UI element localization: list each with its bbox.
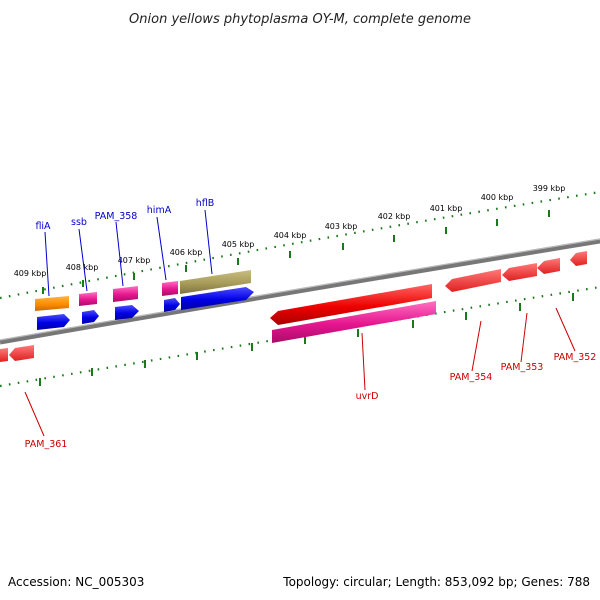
gene-blue-arrow-3[interactable] <box>115 305 139 320</box>
gene-blue-arrow-1[interactable] <box>37 314 70 330</box>
accession-text: Accession: NC_005303 <box>8 575 144 589</box>
inner-major-ticks <box>39 293 574 386</box>
tick-label-404: 404 kbp <box>274 231 307 240</box>
tick-label-408: 408 kbp <box>66 263 99 272</box>
gene-PAM_361-feature-left[interactable] <box>0 348 8 362</box>
reverse-strand-features <box>0 251 587 362</box>
leader-himA <box>156 216 167 281</box>
tick-label-403: 403 kbp <box>325 222 358 231</box>
gene-label-PAM_358[interactable]: PAM_358 <box>95 211 138 222</box>
gene-blue-arrow-2[interactable] <box>82 310 99 324</box>
leader-uvrD <box>361 332 366 391</box>
gene-PAM_358-feature[interactable] <box>113 286 138 302</box>
gene-label-himA[interactable]: himA <box>147 205 172 216</box>
leader-PAM_354 <box>471 320 482 372</box>
gene-small-red-right[interactable] <box>570 251 587 266</box>
leader-ssb <box>78 228 88 292</box>
tick-label-406: 406 kbp <box>170 248 203 257</box>
inner-tick-track <box>0 285 600 388</box>
outer-major-ticks <box>42 210 550 294</box>
gene-label-PAM_354[interactable]: PAM_354 <box>450 372 493 383</box>
gene-label-PAM_352[interactable]: PAM_352 <box>554 352 597 363</box>
tick-label-405: 405 kbp <box>222 240 255 249</box>
gene-blue-arrow-5[interactable] <box>181 287 254 310</box>
gene-label-fliA[interactable]: fliA <box>35 221 51 232</box>
gene-uvrD-red-feature[interactable] <box>270 284 432 325</box>
gene-label-ssb[interactable]: ssb <box>71 217 87 228</box>
gene-ssb-feature[interactable] <box>79 292 97 306</box>
genome-summary-text: Topology: circular; Length: 853,092 bp; … <box>282 575 590 589</box>
gene-uvrD-pink-feature[interactable] <box>272 301 436 343</box>
leader-hflB <box>204 209 213 275</box>
tick-label-400: 400 kbp <box>481 193 514 202</box>
gene-himA-feature[interactable] <box>162 281 178 296</box>
gene-blue-arrow-4[interactable] <box>164 298 180 312</box>
leader-fliA <box>44 231 50 297</box>
leader-PAM_361 <box>24 391 45 437</box>
gene-PAM_352-feature[interactable] <box>537 258 560 274</box>
gene-PAM_353-feature[interactable] <box>502 263 537 281</box>
leader-PAM_353 <box>520 312 528 363</box>
tick-label-399: 399 kbp <box>533 184 566 193</box>
label-leaders <box>24 209 576 437</box>
gene-label-hflB[interactable]: hflB <box>196 198 215 209</box>
tick-labels: 399 kbp 400 kbp 401 kbp 402 kbp 403 kbp … <box>14 184 566 278</box>
gene-PAM_361-feature[interactable] <box>9 345 34 361</box>
gene-hflB-olive-feature[interactable] <box>180 270 251 294</box>
forward-strand-features <box>35 270 254 330</box>
tick-label-407: 407 kbp <box>118 256 151 265</box>
outer-tick-track <box>0 190 600 300</box>
genome-backbone <box>0 238 600 345</box>
gene-label-uvrD[interactable]: uvrD <box>356 391 379 402</box>
gene-fliA-feature[interactable] <box>35 296 69 311</box>
tick-label-401: 401 kbp <box>430 204 463 213</box>
tick-label-409: 409 kbp <box>14 269 47 278</box>
gene-label-PAM_361[interactable]: PAM_361 <box>25 439 68 450</box>
leader-PAM_358 <box>115 221 124 287</box>
tick-label-402: 402 kbp <box>378 212 411 221</box>
gene-PAM_354-feature[interactable] <box>445 269 501 292</box>
gene-label-PAM_353[interactable]: PAM_353 <box>501 362 544 373</box>
leader-PAM_352 <box>555 307 576 352</box>
map-title: Onion yellows phytoplasma OY-M, complete… <box>129 12 471 27</box>
